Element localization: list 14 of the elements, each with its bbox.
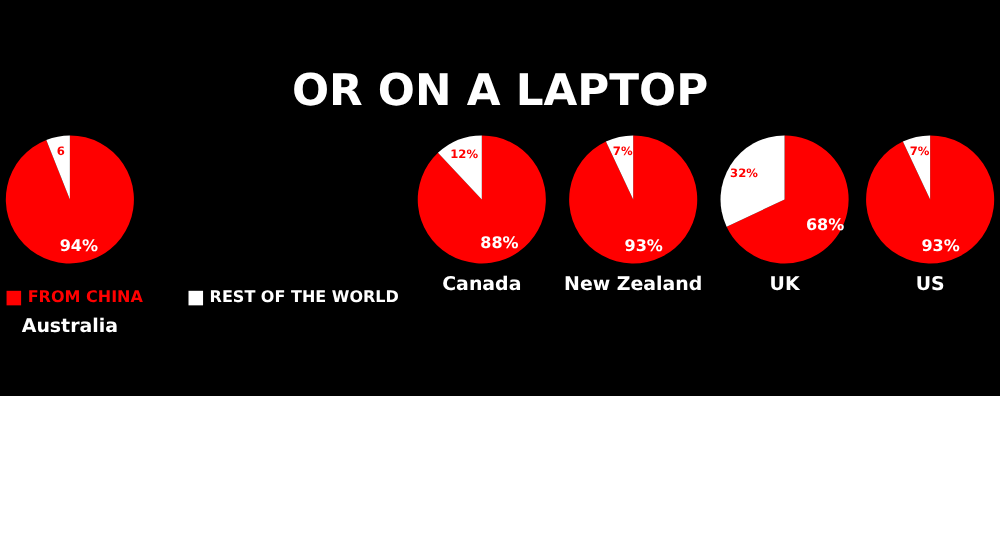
text: New Zealand	[564, 273, 703, 296]
pie-slice	[866, 135, 995, 264]
pie-slice	[726, 135, 849, 264]
text: US	[915, 273, 945, 296]
text: UK	[769, 273, 801, 296]
text: Australia	[21, 315, 118, 338]
pie-slice	[720, 135, 785, 227]
pie-slice	[46, 135, 70, 200]
pie-slice	[437, 135, 482, 200]
pie-slice	[569, 135, 698, 264]
pie-slice	[417, 135, 546, 264]
pie-slice	[5, 135, 134, 264]
text: OR ON A LAPTOP	[291, 66, 709, 117]
text: Canada	[442, 273, 522, 296]
